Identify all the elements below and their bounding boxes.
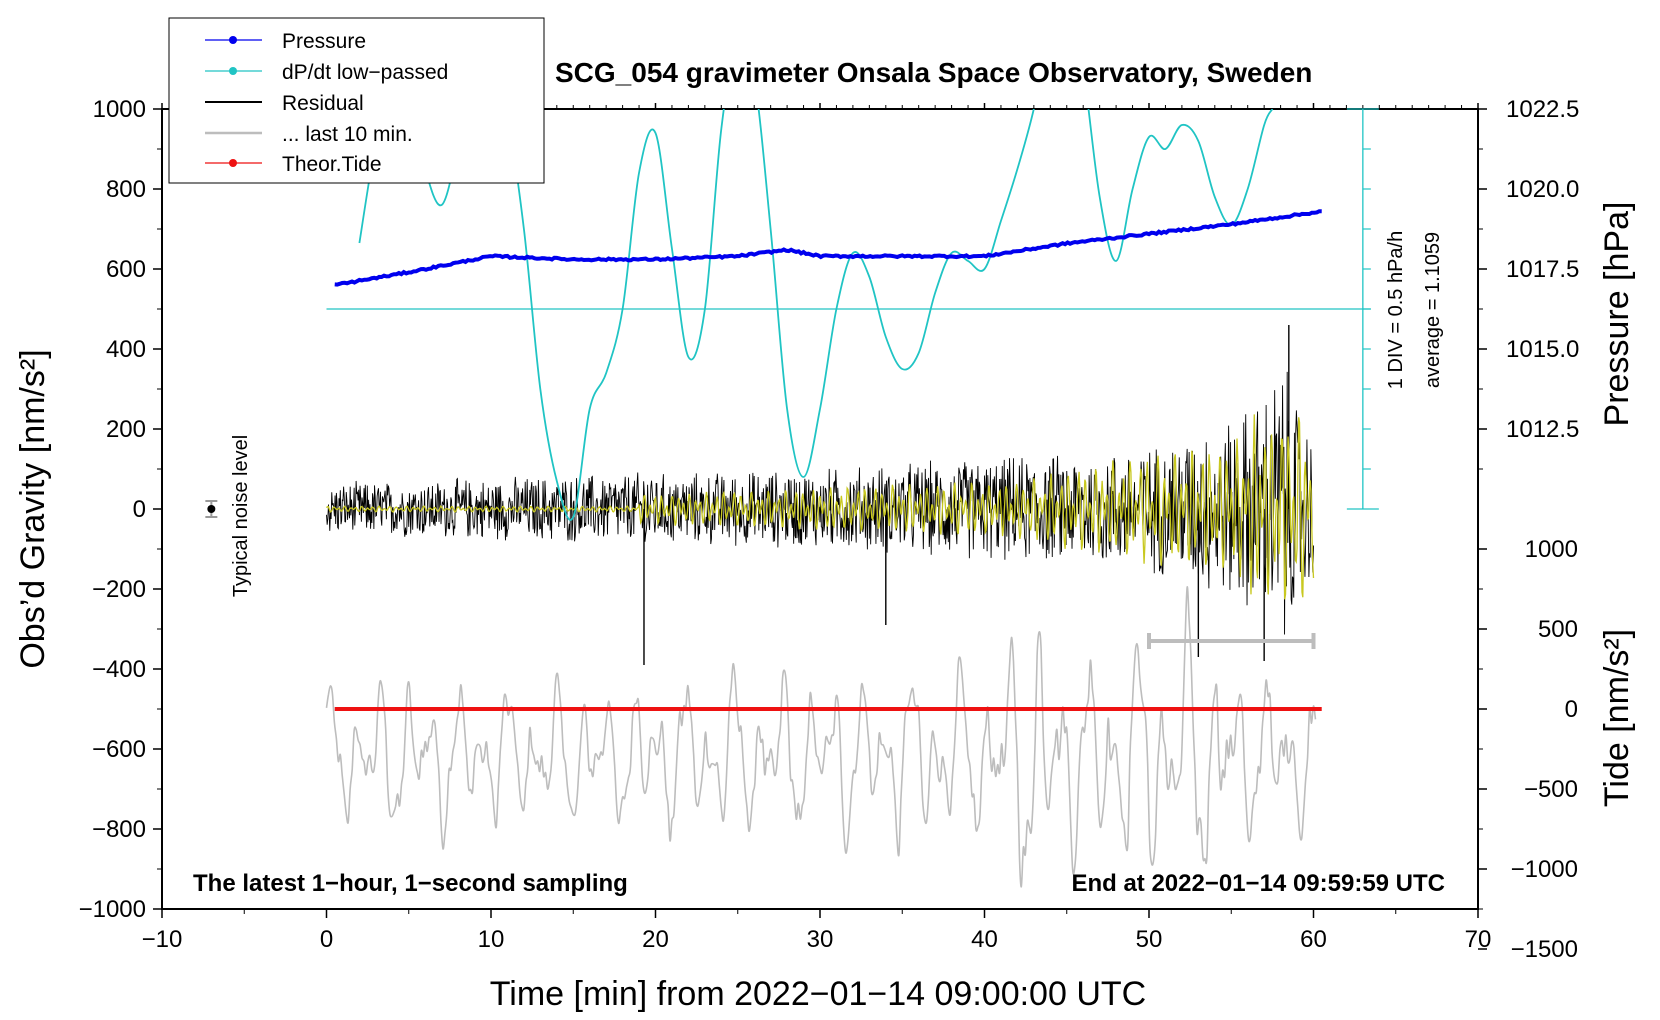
pressure-line [334,209,1322,287]
y-tick-label: 0 [133,496,146,523]
y-tick-label: 1000 [93,96,146,123]
tide-axis-title: Tide [nm/s²] [1598,629,1636,807]
y-axis-title: Obs’d Gravity [nm/s²] [14,349,52,668]
y-tick-label: 600 [106,256,146,283]
pressure-tick-label: 1022.5 [1506,96,1579,123]
overlay-layer [205,108,1379,649]
legend-label-tide: Theor.Tide [282,153,382,176]
tide-tick-label: 500 [1538,616,1578,643]
y-tick-label: −800 [92,816,146,843]
y-tick-label: −1000 [79,896,146,923]
legend-label-dpdt: dP/dt low−passed [282,61,448,84]
tide-tick-label: 0 [1565,696,1578,723]
x-tick-label: 40 [971,926,998,953]
x-axis-title: Time [min] from 2022−01−14 09:00:00 UTC [490,975,1146,1013]
y-tick-label: 400 [106,336,146,363]
x-tick-label: 20 [642,926,669,953]
tide-tick-label: −500 [1524,776,1578,803]
y-tick-label: −400 [92,656,146,683]
x-tick-label: 10 [478,926,505,953]
series-layer [325,109,1322,888]
end-note: End at 2022−01−14 09:59:59 UTC [1071,870,1445,897]
pressure-axis-title: Pressure [hPa] [1598,202,1636,427]
x-tick-label: 60 [1300,926,1327,953]
legend-dot-pressure [229,36,237,44]
y-tick-label: 200 [106,416,146,443]
pressure-tick-label: 1020.0 [1506,176,1579,203]
noise-dot [207,505,216,513]
x-tick-label: 50 [1136,926,1163,953]
legend-dot-tide [229,159,237,167]
pressure-tick-label: 1012.5 [1506,416,1579,443]
x-tick-label: 0 [320,926,333,953]
legend-box [168,17,545,184]
legend-label-last10: ... last 10 min. [282,123,413,146]
y-axis-ticks: −1000 −800 −600 −400 −200 0 200 400 600 800 1000 [79,96,162,923]
legend-dot-dpdt [229,67,237,75]
pressure-tick-label: 1015.0 [1506,336,1579,363]
legend-label-residual: Residual [282,92,364,115]
filtered-line [325,414,1315,600]
latest-note: The latest 1−hour, 1−second sampling [193,870,628,897]
chart-title: SCG_054 gravimeter Onsala Space Observat… [555,57,1312,88]
last10-line [325,586,1317,888]
x-tick-label: 30 [807,926,834,953]
tide-tick-label: −1500 [1511,936,1578,963]
pressure-tick-label: 1017.5 [1506,256,1579,283]
y-tick-label: −200 [92,576,146,603]
x-tick-label: −10 [142,926,183,953]
legend-label-pressure: Pressure [282,30,366,53]
tide-tick-label: 1000 [1525,536,1578,563]
div-label: 1 DIV = 0.5 hPa/h [1385,231,1407,389]
pressure-axis-ticks: 1012.5 1015.0 1017.5 1020.0 1022.5 [1478,96,1579,470]
legend: Pressure dP/dt low−passed Residual ... l… [168,17,545,184]
noise-label: Typical noise level [230,435,252,597]
y-tick-label: 800 [106,176,146,203]
residual-line [326,371,1314,635]
y-tick-label: −600 [92,736,146,763]
tide-tick-label: −1000 [1511,856,1578,883]
tide-axis-ticks: −1500 −1000 −500 0 500 1000 [1478,536,1578,963]
average-label: average = 1.1059 [1422,232,1444,388]
